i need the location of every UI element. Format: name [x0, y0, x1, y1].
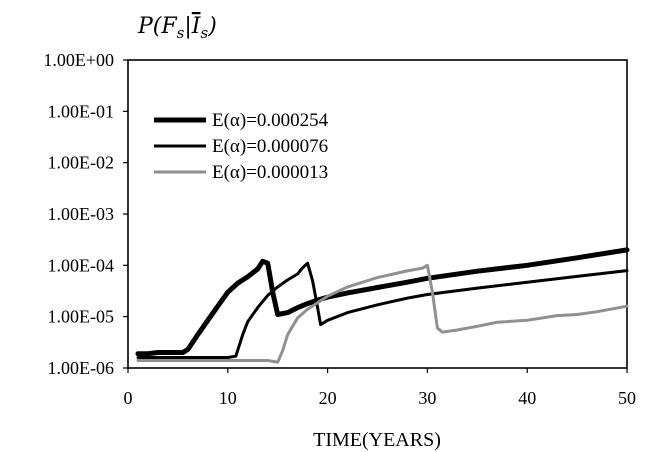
x-tick-label: 20: [319, 388, 337, 408]
x-tick-label: 30: [418, 388, 436, 408]
legend: E(α)=0.000254 E(α)=0.000076 E(α)=0.000013: [154, 110, 329, 183]
y-tick-label: 1.00E-05: [48, 307, 115, 327]
y-tick-label: 1.00E-04: [48, 255, 115, 275]
x-tick-label: 0: [124, 388, 133, 408]
y-axis-title: P(Fs|Is): [137, 14, 217, 42]
legend-label-3: E(α)=0.000013: [212, 162, 328, 183]
x-tick-label: 10: [219, 388, 237, 408]
series-line-2: [136, 261, 629, 359]
series-line-3: [136, 263, 629, 364]
y-tick-label: 1.00E-06: [48, 358, 115, 378]
series-line-1: [135, 247, 630, 357]
y-axis-ticks: 1.00E+00 1.00E-01 1.00E-02 1.00E-03 1.00E-04…: [43, 50, 128, 378]
series-lines: [135, 247, 630, 364]
y-tick-label: 1.00E-01: [48, 101, 115, 121]
x-tick-label: 40: [518, 388, 536, 408]
x-tick-label: 50: [618, 388, 636, 408]
plot-area: [127, 59, 628, 369]
x-axis-ticks: 0 10 20 30 40 50: [124, 368, 636, 408]
legend-label-2: E(α)=0.000076: [212, 136, 328, 157]
y-tick-label: 1.00E-03: [48, 204, 115, 224]
y-tick-label: 1.00E+00: [43, 50, 114, 70]
y-tick-label: 1.00E-02: [48, 153, 115, 173]
x-axis-title: TIME(YEARS): [313, 429, 441, 451]
legend-label-1: E(α)=0.000254: [212, 110, 329, 131]
